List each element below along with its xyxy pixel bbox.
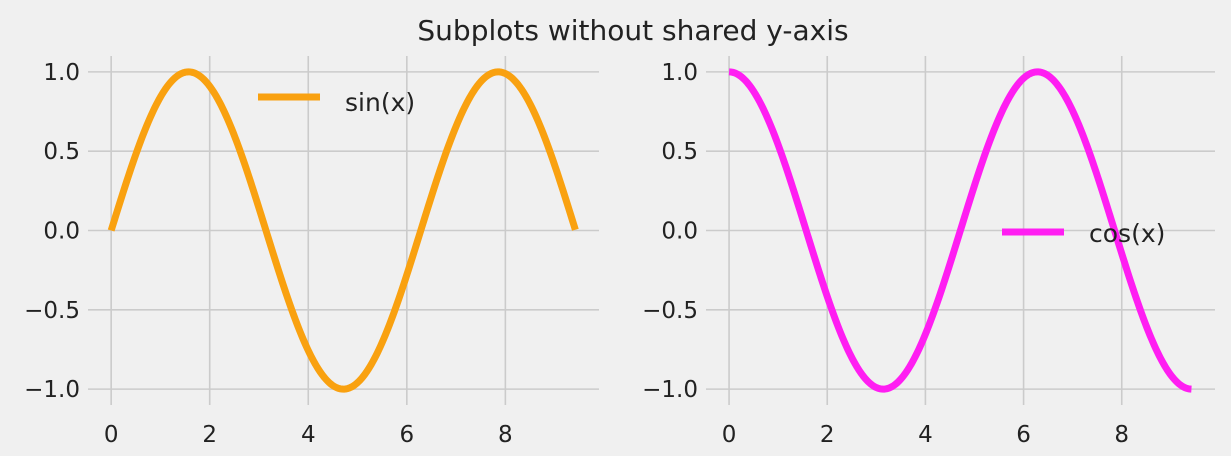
x-tick-label: 2 [202,422,217,448]
figure-title: Subplots without shared y-axis [417,14,848,47]
x-tick-label: 8 [1114,422,1129,448]
sin-subplot: 0 2 4 6 8 1.0 0.5 0.0 −0.5 −1.0 sin(x) [24,56,599,448]
y-tick-label: 1.0 [661,60,698,86]
legend-label: cos(x) [1089,219,1165,248]
x-tick-label: 8 [498,422,513,448]
y-tick-label: 0.5 [43,139,80,165]
x-tick-label: 4 [301,422,316,448]
x-tick-label: 2 [820,422,835,448]
y-tick-label: −0.5 [24,298,80,324]
series-line-cos(x) [727,68,1194,393]
x-tick-label: 0 [722,422,737,448]
x-tick-label: 6 [1016,422,1031,448]
y-tick-label: 1.0 [43,60,80,86]
x-tick-label: 4 [918,422,933,448]
y-tick-label: 0.0 [43,219,80,245]
x-tick-label: 0 [104,422,119,448]
series-line-sin(x) [107,68,579,393]
x-tick-label: 6 [400,422,415,448]
y-tick-label: −1.0 [642,377,698,403]
legend-label: sin(x) [345,88,415,117]
y-tick-label: −0.5 [642,298,698,324]
y-tick-label: 0.5 [661,139,698,165]
cos-subplot: 0 2 4 6 8 1.0 0.5 0.0 −0.5 −1.0 cos(x) [642,56,1215,448]
y-tick-label: 0.0 [661,219,698,245]
y-tick-label: −1.0 [24,377,80,403]
